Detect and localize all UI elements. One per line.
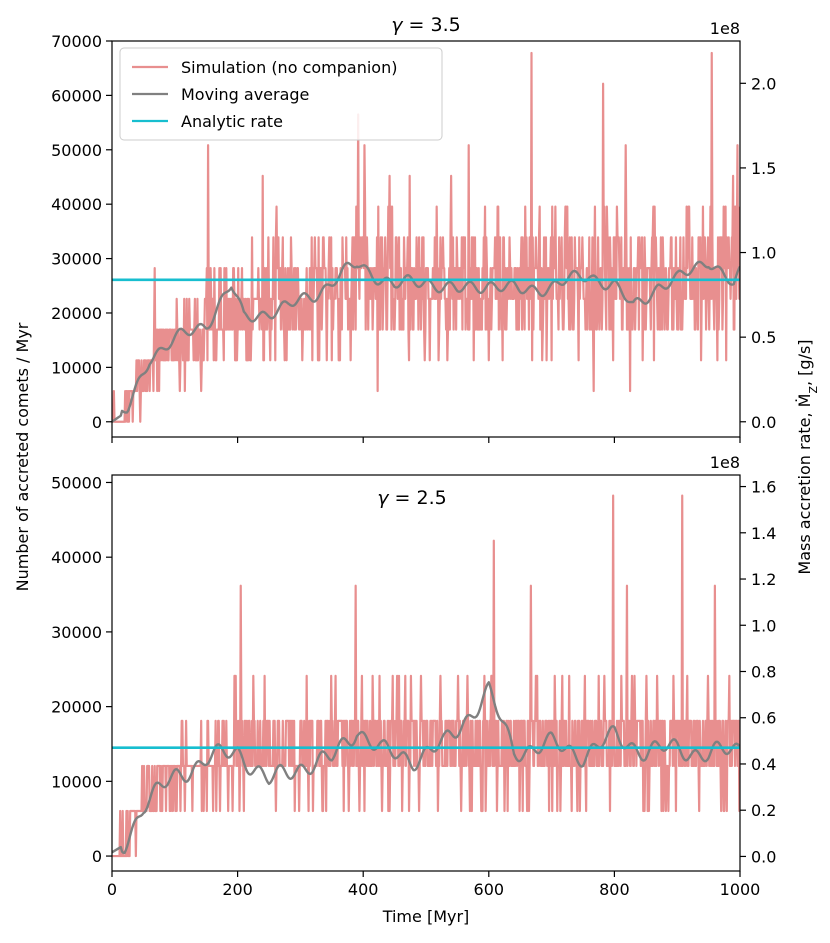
y2-tick-label: 1.0 (751, 616, 776, 635)
y-ticks-bottom: 0 10000 20000 30000 40000 50000 (51, 473, 112, 866)
simulation-line (112, 51, 740, 423)
x-tick-label: 0 (107, 880, 117, 899)
x-tick-label: 1000 (720, 880, 761, 899)
y-tick-label: 30000 (51, 250, 102, 269)
y2-tick-label: 1.6 (751, 478, 776, 497)
x-tick-label: 400 (348, 880, 379, 899)
y-tick-label: 50000 (51, 473, 102, 492)
x-tick-label: 800 (599, 880, 630, 899)
y-tick-label: 20000 (51, 698, 102, 717)
y2-tick-label: 0.5 (751, 328, 776, 347)
y2-tick-label: 0.0 (751, 413, 776, 432)
y2-offset-label-bottom: 1e8 (710, 453, 740, 472)
simulation-series-layer (112, 494, 740, 858)
y-tick-label: 40000 (51, 195, 102, 214)
y2-offset-label-top: 1e8 (710, 19, 740, 38)
y-tick-label: 50000 (51, 141, 102, 160)
y-tick-label: 20000 (51, 304, 102, 323)
y-ticks-top: 0 10000 20000 30000 40000 50000 60000 70000 (51, 32, 112, 432)
y2-tick-label: 0.0 (751, 847, 776, 866)
x-ticks-top (111, 437, 741, 443)
axes-frame-top (111, 40, 741, 438)
axes-frame-bottom (111, 474, 741, 872)
y-tick-label: 10000 (51, 772, 102, 791)
y2-ticks-top: 0.0 0.5 1.0 1.5 2.0 (740, 74, 776, 432)
y-tick-label: 30000 (51, 623, 102, 642)
x-axis-label: Time [Myr] (382, 907, 470, 926)
y2-tick-label: 1.5 (751, 159, 776, 178)
panel-title-top: γ = 3.5 (391, 14, 460, 36)
y2-tick-label: 0.8 (751, 662, 776, 681)
y-tick-label: 0 (92, 847, 102, 866)
y-tick-label: 10000 (51, 358, 102, 377)
y-axis-label-left: Number of accreted comets / Myr (13, 322, 32, 591)
y-tick-label: 60000 (51, 86, 102, 105)
legend-label-simulation: Simulation (no companion) (181, 58, 397, 77)
legend-frame (119, 47, 443, 141)
y2-tick-label: 1.4 (751, 524, 776, 543)
x-tick-label: 600 (474, 880, 505, 899)
simulation-series-layer (112, 51, 740, 423)
legend-label-moving-average: Moving average (181, 85, 309, 104)
y2-tick-label: 2.0 (751, 74, 776, 93)
y2-tick-label: 0.6 (751, 709, 776, 728)
y2-tick-label: 1.0 (751, 244, 776, 263)
panel-title-bottom: γ = 2.5 (377, 487, 446, 509)
y-tick-label: 0 (92, 413, 102, 432)
y2-tick-label: 0.4 (751, 755, 776, 774)
panel-gamma-2-5: 0 200 400 600 800 1000 0 10000 20000 30000 40000 5… (51, 453, 776, 899)
y2-ticks-bottom: 0.0 0.2 0.4 0.6 0.8 1.0 1.2 1.4 1.6 (740, 478, 776, 866)
panel-gamma-3-5: 0 10000 20000 30000 40000 50000 60000 70000 0.0… (51, 14, 776, 443)
legend-label-analytic-rate: Analytic rate (181, 112, 283, 131)
simulation-line (112, 494, 740, 858)
legend: Simulation (no companion) Moving average… (119, 47, 443, 141)
y-axis-label-right: Mass accretion rate, ṀZ, [g/s] (795, 339, 820, 574)
y-tick-label: 40000 (51, 548, 102, 567)
x-ticks-bottom: 0 200 400 600 800 1000 (107, 871, 760, 899)
y2-tick-label: 0.2 (751, 801, 776, 820)
y-tick-label: 70000 (51, 32, 102, 51)
x-tick-label: 200 (222, 880, 253, 899)
y2-tick-label: 1.2 (751, 570, 776, 589)
